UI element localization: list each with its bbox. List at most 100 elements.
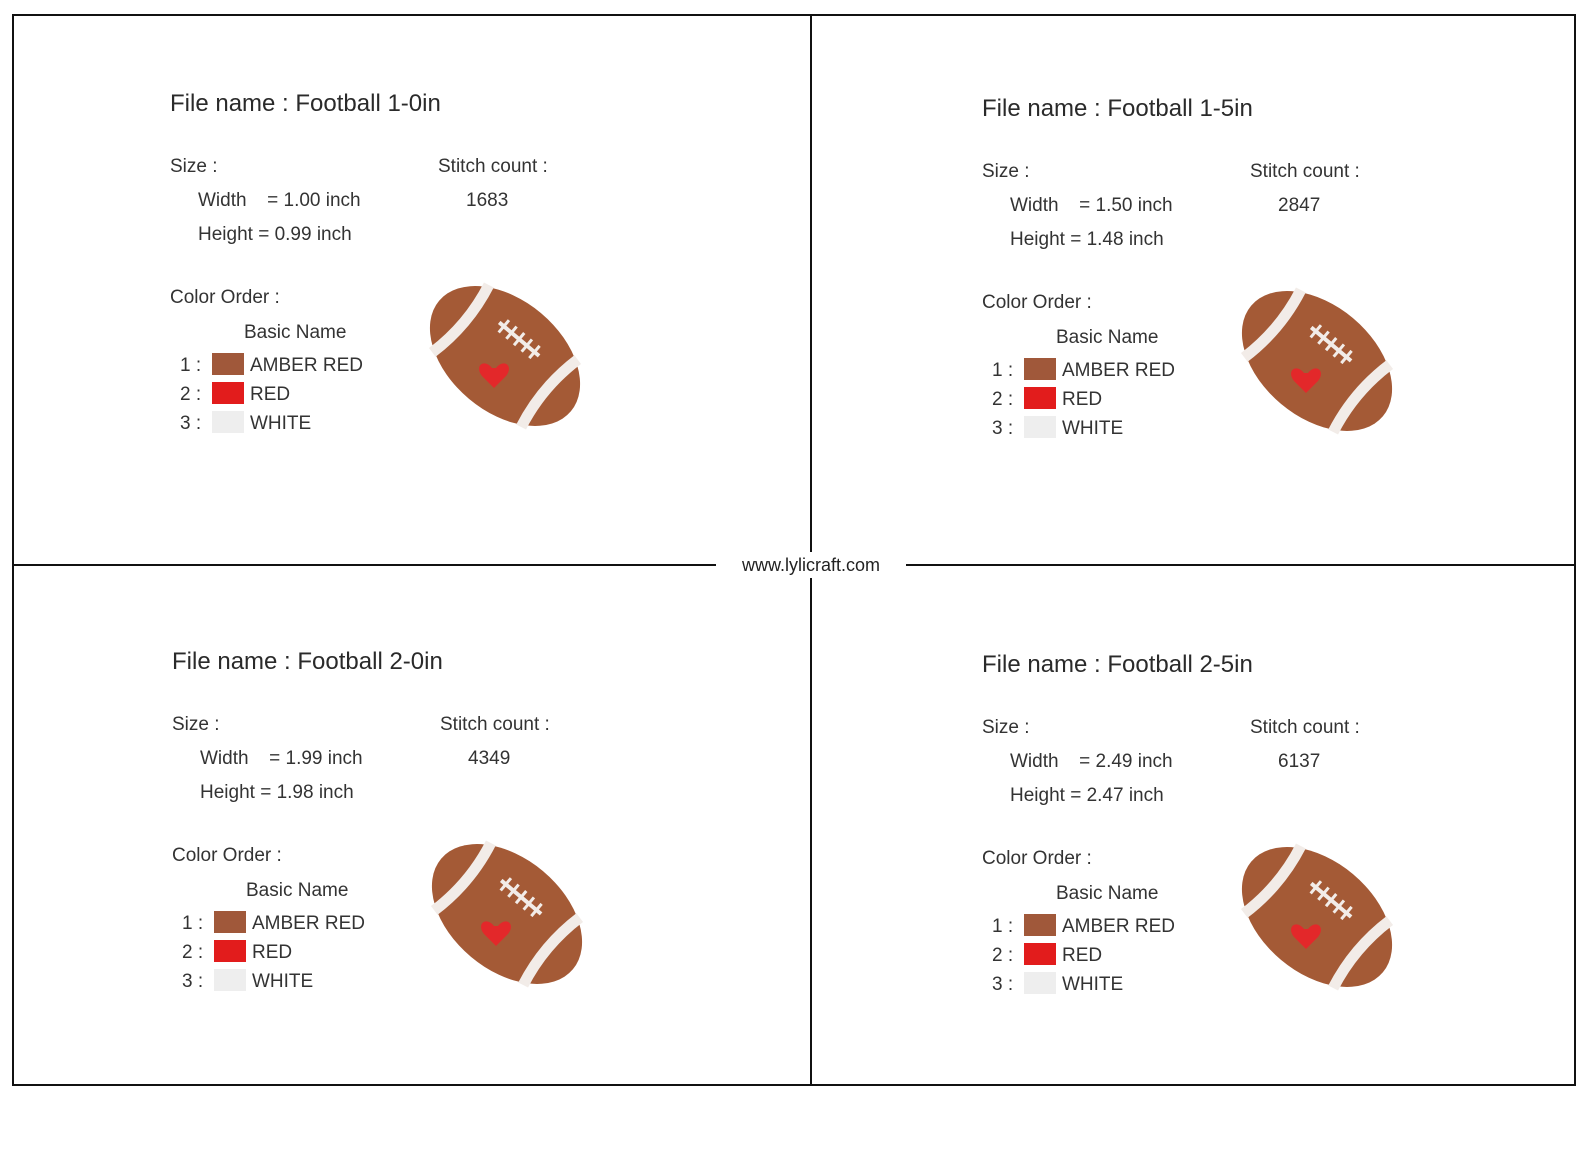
file-name: File name : Football 2-0in: [172, 648, 443, 676]
file-name-value: Football 2-0in: [297, 648, 443, 675]
football-icon: [428, 282, 582, 430]
color-name-3: WHITE: [250, 413, 312, 434]
color-name-1: AMBER RED: [250, 355, 363, 376]
color-num-2: 2 :: [182, 942, 204, 963]
color-num-2: 2 :: [992, 389, 1014, 410]
height-value: = 1.48 inch: [1070, 229, 1164, 250]
height-value: = 0.99 inch: [258, 224, 352, 245]
vertical-divider: [810, 14, 812, 1086]
height-label: Height: [198, 224, 253, 245]
basic-name-header: Basic Name: [1056, 883, 1159, 904]
color-order-label: Color Order :: [170, 287, 280, 308]
stitch-count-value: 6137: [1278, 751, 1321, 772]
color-name-2: RED: [1062, 945, 1103, 966]
width-row: Width = 1.00 inch: [198, 190, 361, 212]
width-row: Width = 2.49 inch: [1010, 751, 1173, 773]
color-swatch-white: [1024, 972, 1056, 994]
stitch-count-label: Stitch count :: [440, 714, 550, 735]
color-swatch-white: [1024, 416, 1056, 438]
width-row: Width = 1.99 inch: [200, 748, 363, 770]
color-name-3: WHITE: [1062, 974, 1124, 995]
height-value: = 1.98 inch: [260, 782, 354, 803]
height-label: Height: [200, 782, 255, 803]
height-value: = 2.47 inch: [1070, 785, 1164, 806]
color-swatch-red: [212, 382, 244, 404]
width-value: = 1.50 inch: [1079, 195, 1173, 216]
color-name-3: WHITE: [1062, 418, 1124, 439]
color-num-3: 3 :: [182, 971, 204, 992]
width-label: Width: [200, 748, 249, 769]
color-order-label: Color Order :: [982, 292, 1092, 313]
stitch-count-label: Stitch count :: [1250, 717, 1360, 738]
color-swatch-amber-red: [212, 353, 244, 375]
color-swatch-red: [1024, 943, 1056, 965]
height-row: Height = 2.47 inch: [1010, 785, 1164, 807]
color-name-2: RED: [250, 384, 291, 405]
color-order-label: Color Order :: [982, 848, 1092, 869]
width-value: = 2.49 inch: [1079, 751, 1173, 772]
stitch-count-value: 2847: [1278, 195, 1321, 216]
color-swatch-amber-red: [1024, 914, 1056, 936]
file-name-label: File name :: [982, 651, 1101, 678]
width-label: Width: [1010, 195, 1059, 216]
width-label: Width: [198, 190, 247, 211]
design-panel-4: File name : Football 2-5in Size : Stitch…: [982, 651, 1588, 1171]
design-panel-3: File name : Football 2-0in Size : Stitch…: [172, 648, 932, 1168]
football-icon: [1240, 843, 1394, 991]
color-swatch-amber-red: [214, 911, 246, 933]
stitch-count-value: 4349: [468, 748, 511, 769]
sheet-border: [12, 14, 1576, 1086]
height-row: Height = 1.48 inch: [1010, 229, 1164, 251]
color-name-3: WHITE: [252, 971, 314, 992]
file-name-value: Football 1-0in: [295, 90, 441, 117]
basic-name-header: Basic Name: [246, 880, 349, 901]
color-swatch-amber-red: [1024, 358, 1056, 380]
color-name-1: AMBER RED: [1062, 360, 1175, 381]
color-name-1: AMBER RED: [252, 913, 365, 934]
color-name-2: RED: [1062, 389, 1103, 410]
size-label: Size :: [982, 161, 1030, 182]
file-name-value: Football 2-5in: [1107, 651, 1253, 678]
website-label: www.lylicraft.com: [716, 552, 906, 578]
design-panel-2: File name : Football 1-5in Size : Stitch…: [982, 95, 1588, 615]
color-num-1: 1 :: [992, 916, 1014, 937]
height-label: Height: [1010, 229, 1065, 250]
color-num-1: 1 :: [180, 355, 202, 376]
stitch-count-label: Stitch count :: [438, 156, 548, 177]
file-name: File name : Football 1-0in: [170, 90, 441, 118]
color-swatch-white: [214, 969, 246, 991]
color-num-1: 1 :: [182, 913, 204, 934]
color-num-1: 1 :: [992, 360, 1014, 381]
width-row: Width = 1.50 inch: [1010, 195, 1173, 217]
color-order-label: Color Order :: [172, 845, 282, 866]
width-label: Width: [1010, 751, 1059, 772]
color-num-3: 3 :: [992, 418, 1014, 439]
color-name-2: RED: [252, 942, 293, 963]
size-label: Size :: [172, 714, 220, 735]
height-row: Height = 1.98 inch: [200, 782, 354, 804]
football-icon: [430, 840, 584, 988]
size-label: Size :: [982, 717, 1030, 738]
color-num-3: 3 :: [992, 974, 1014, 995]
color-swatch-white: [212, 411, 244, 433]
file-name-label: File name :: [170, 90, 289, 117]
file-name-value: Football 1-5in: [1107, 95, 1253, 122]
width-value: = 1.00 inch: [267, 190, 361, 211]
width-value: = 1.99 inch: [269, 748, 363, 769]
color-num-2: 2 :: [992, 945, 1014, 966]
height-row: Height = 0.99 inch: [198, 224, 352, 246]
stitch-count-label: Stitch count :: [1250, 161, 1360, 182]
design-panel-1: File name : Football 1-0in Size : Stitch…: [170, 90, 930, 610]
basic-name-header: Basic Name: [1056, 327, 1159, 348]
file-name: File name : Football 2-5in: [982, 651, 1253, 679]
stitch-count-value: 1683: [466, 190, 509, 211]
color-swatch-red: [1024, 387, 1056, 409]
color-swatch-red: [214, 940, 246, 962]
color-name-1: AMBER RED: [1062, 916, 1175, 937]
basic-name-header: Basic Name: [244, 322, 347, 343]
file-name: File name : Football 1-5in: [982, 95, 1253, 123]
file-name-label: File name :: [172, 648, 291, 675]
color-num-3: 3 :: [180, 413, 202, 434]
size-label: Size :: [170, 156, 218, 177]
color-num-2: 2 :: [180, 384, 202, 405]
